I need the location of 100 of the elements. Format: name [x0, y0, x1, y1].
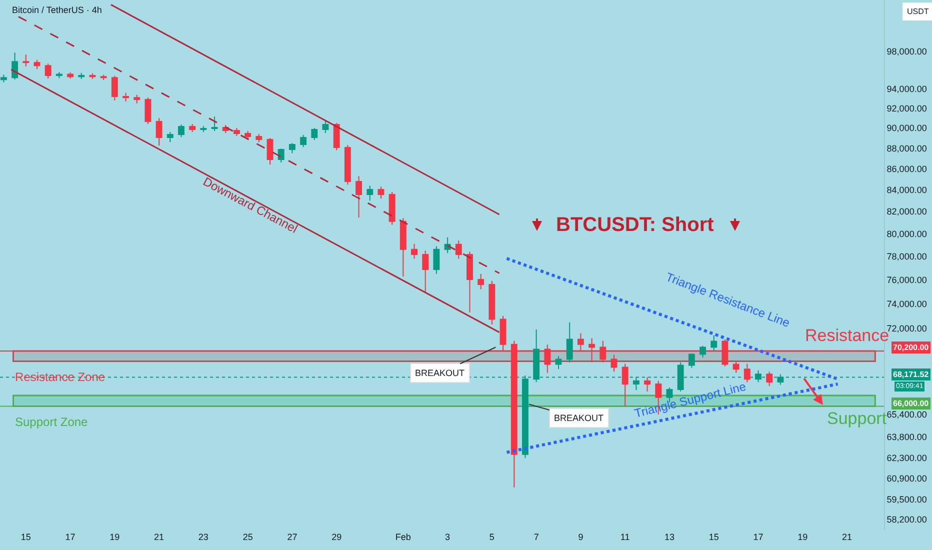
candlestick	[166, 132, 174, 143]
candlestick	[89, 72, 96, 80]
candlestick	[189, 124, 196, 132]
x-tick-label: 9	[578, 532, 584, 542]
y-tick-label: 88,000.00	[886, 143, 927, 154]
annotation: Triangle Support Line	[633, 379, 748, 421]
x-tick-label: 13	[664, 532, 674, 542]
x-tick-label: 17	[753, 532, 764, 542]
candlestick	[122, 92, 129, 102]
y-axis-title: USDT	[907, 7, 929, 16]
candlestick	[234, 128, 240, 137]
candlestick	[433, 246, 440, 274]
candlestick	[744, 363, 750, 383]
candlestick	[478, 273, 484, 290]
candlestick	[766, 371, 773, 387]
band-label: Support Zone	[15, 415, 88, 429]
candlestick	[333, 122, 340, 151]
candlestick	[34, 59, 40, 70]
y-tick-label: 94,000.00	[886, 84, 927, 94]
x-tick-label: 19	[798, 532, 808, 542]
candlestick	[0, 74, 7, 83]
y-tick-label: 84,000.00	[886, 185, 927, 196]
candlestick	[288, 142, 296, 154]
y-tick-label: 72,000.00	[886, 323, 927, 334]
candlestick	[134, 94, 140, 104]
x-tick-label: 3	[445, 532, 450, 542]
ref-line-label: 68,171.52	[893, 370, 930, 379]
x-tick-label: 15	[20, 532, 31, 542]
y-tick-label: 74,000.00	[886, 298, 927, 309]
candlestick	[366, 185, 374, 202]
x-tick-label: 21	[154, 532, 164, 542]
candlestick	[12, 52, 18, 80]
annotation: Resistance	[805, 326, 890, 345]
y-tick-label: 90,000.00	[886, 123, 927, 134]
candlestick	[688, 353, 695, 368]
y-tick-label: 86,000.00	[886, 164, 927, 174]
ref-line-label: 66,000.00	[893, 399, 930, 408]
annotation: BREAKOUT	[415, 368, 466, 378]
candlestick	[344, 144, 351, 186]
y-tick-label: 65,400.00	[886, 410, 927, 420]
candlestick	[278, 148, 284, 164]
y-tick-label: 62,300.00	[886, 453, 927, 464]
candlestick	[566, 322, 573, 364]
candlestick	[555, 356, 562, 370]
candlestick	[378, 186, 384, 199]
candlestick	[322, 120, 329, 134]
annotation: BTCUSDT: Short	[556, 214, 714, 236]
candlestick	[56, 71, 62, 79]
candlestick	[67, 72, 74, 80]
candlestick	[622, 363, 628, 407]
y-tick-label: 78,000.00	[886, 252, 927, 262]
y-tick-label: 76,000.00	[886, 274, 927, 285]
x-tick-label: 11	[620, 532, 630, 542]
y-tick-label: 98,000.00	[886, 46, 927, 57]
candlestick	[610, 354, 618, 372]
ref-line-label: 70,200.00	[893, 343, 930, 352]
y-tick-label: 82,000.00	[886, 206, 927, 217]
band-label: Resistance Zone	[15, 370, 106, 384]
candlestick	[455, 240, 462, 260]
x-tick-label: Feb	[395, 532, 411, 542]
text: Bitcoin / TetherUS · 4h	[12, 5, 102, 15]
y-tick-label: 63,800.00	[886, 432, 927, 442]
candlestick	[144, 97, 152, 125]
candlestick	[256, 134, 262, 143]
y-tick-label: 92,000.00	[886, 103, 927, 114]
candlestick	[356, 176, 362, 218]
candlestick	[388, 192, 396, 226]
candlestick	[200, 126, 207, 132]
candlestick	[111, 75, 118, 102]
candlestick	[211, 116, 218, 132]
x-tick-label: 17	[65, 532, 76, 542]
candlestick	[710, 334, 718, 352]
x-tick-label: 27	[287, 532, 298, 542]
candlestick	[244, 130, 252, 140]
candlestick	[100, 74, 107, 80]
x-tick-label: 23	[198, 532, 208, 542]
x-tick-label: 7	[534, 532, 539, 542]
annotation: BREAKOUT	[554, 413, 604, 423]
x-tick-label: 21	[842, 532, 852, 542]
candlestick	[22, 54, 30, 67]
x-tick-label: 29	[332, 532, 342, 542]
y-tick-label: 58,200.00	[886, 514, 927, 524]
annotation: Support	[827, 409, 887, 428]
candlestick	[400, 218, 406, 278]
x-tick-label: 19	[110, 532, 120, 542]
candlestick	[300, 134, 307, 148]
x-tick-label: 25	[242, 532, 253, 542]
candlestick	[732, 360, 740, 374]
candlestick	[488, 280, 496, 325]
x-tick-label: 15	[708, 532, 719, 542]
y-tick-label: 80,000.00	[886, 228, 927, 239]
candlestick	[311, 128, 318, 141]
candlestick	[266, 138, 274, 166]
candlestick	[156, 118, 162, 146]
x-tick-label: 5	[489, 532, 494, 542]
candlestick	[178, 124, 184, 138]
candlestick	[78, 72, 85, 80]
candlestick	[644, 376, 650, 392]
candlestick	[44, 63, 52, 80]
y-tick-label: 59,500.00	[886, 494, 927, 504]
